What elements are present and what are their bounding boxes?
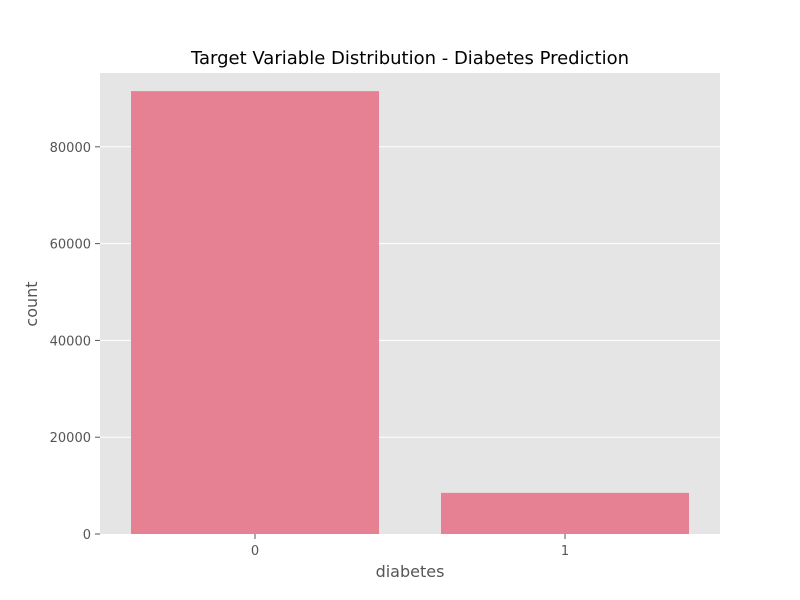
chart-title: Target Variable Distribution - Diabetes … <box>190 48 629 69</box>
y-tick-label: 80000 <box>50 141 91 156</box>
y-axis-ticks: 0 20000 40000 60000 80000 <box>50 141 100 543</box>
y-tick-label: 40000 <box>50 334 91 349</box>
y-axis-label: count <box>22 281 41 326</box>
x-tick-label: 1 <box>561 544 569 559</box>
bar-0 <box>131 91 379 535</box>
y-tick-label: 20000 <box>50 431 91 446</box>
y-tick-label: 60000 <box>50 238 91 253</box>
bar-1 <box>441 492 689 534</box>
y-tick-label: 0 <box>83 528 91 543</box>
x-tick-label: 0 <box>251 544 259 559</box>
x-axis-label: diabetes <box>376 562 445 581</box>
bars <box>131 91 689 535</box>
